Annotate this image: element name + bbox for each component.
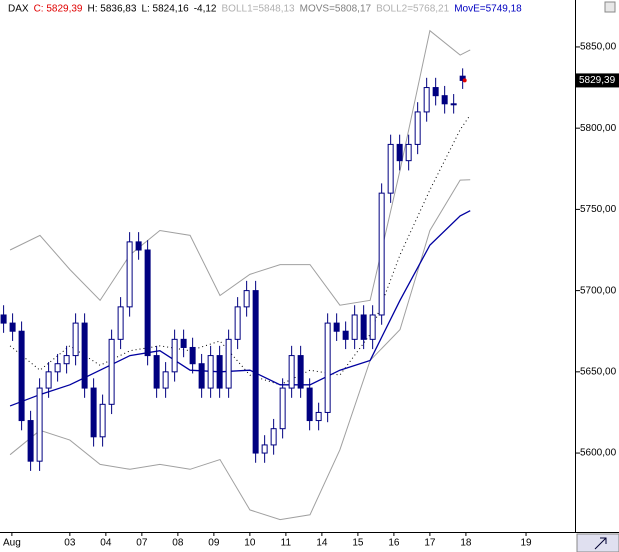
candle-body [342,330,349,340]
indicator-line [9,29,471,306]
candle-body [432,87,439,97]
candle-body [153,355,160,389]
candle-body [387,143,394,194]
candle-body [315,411,322,422]
x-tick-label: 03 [64,538,76,549]
candle-body [162,371,169,389]
candle-body [306,387,313,422]
candle-body [261,444,268,454]
x-tick-label: 11 [281,538,292,549]
indicator-line [9,114,471,386]
candle-body [441,95,448,105]
candle-body [396,143,403,162]
last-price-dot [462,78,467,83]
header-item: -4,12 [194,4,217,15]
candle-body [126,241,133,308]
candle-body [414,111,421,145]
candle-body [297,355,304,389]
corner-icon[interactable] [604,1,616,13]
candle-body [216,355,223,389]
candle-body [423,87,430,113]
candle-body [36,387,43,462]
candle-body [324,322,331,413]
header: DAX C: 5829,39 H: 5836,83 L: 5824,16 -4,12 BO… [8,4,522,15]
candle-body [54,363,61,373]
header-item: BOLL1=5848,13 [222,4,296,15]
y-tick-label: 5850,00 [580,42,617,53]
candle-body [27,420,34,462]
x-tick-label: 19 [520,538,532,549]
header-item: BOLL2=5768,21 [376,4,450,15]
y-tick-label: 5750,00 [580,204,617,215]
candle-body [189,346,196,365]
candle-body [72,322,79,357]
candle-body [252,290,259,454]
header-item: MovE=5749,18 [454,4,522,15]
candle-body [369,314,376,340]
candle-body [351,314,358,340]
y-tick-label: 5700,00 [580,285,617,296]
candle-body [0,314,7,324]
header-item: L: 5824,16 [141,4,189,15]
header-item: DAX [8,4,29,15]
indicator-line [9,179,471,521]
indicator-line [9,210,471,407]
x-tick-label: 08 [172,538,184,549]
candle-body [405,143,412,162]
y-tick-label: 5800,00 [580,123,617,134]
x-tick-label: 04 [100,538,112,549]
candle-body [288,355,295,389]
candle-body [198,363,205,389]
candle-body [108,338,115,405]
x-tick-label: 09 [208,538,220,549]
candle-body [90,387,97,438]
scroll-button[interactable] [576,533,619,552]
candle-body [99,403,106,438]
x-tick-label: Aug [3,538,21,549]
y-tick-label: 5600,00 [580,448,617,459]
candle-body [81,322,88,389]
candle-body [378,192,385,316]
candle-body [45,371,52,389]
x-tick-label: 07 [136,538,148,549]
candle-body [243,290,250,308]
header-item: C: 5829,39 [34,4,83,15]
x-tick-label: 18 [460,538,472,549]
candle-body [63,355,70,365]
candle-body [144,249,151,357]
candle-body [450,103,457,106]
candle-body [234,306,241,340]
candle-body [135,241,142,251]
candle-body [117,306,124,340]
x-tick-label: 15 [352,538,364,549]
x-tick-label: 17 [424,538,436,549]
candle-body [270,428,277,446]
y-tick-label: 5650,00 [580,366,617,377]
last-price-label: 5829,39 [579,75,616,86]
candle-body [225,338,232,389]
candle-body [9,322,16,332]
candle-body [180,338,187,348]
header-item: MOVS=5808,17 [300,4,372,15]
candle-body [360,314,367,340]
candle-body [333,322,340,332]
x-tick-label: 10 [244,538,256,549]
x-tick-label: 14 [316,538,328,549]
scroll-arrow [594,537,607,550]
header-item: H: 5836,83 [88,4,137,15]
candle-body [171,338,178,373]
candle-body [18,330,25,422]
candle-body [279,387,286,430]
x-tick-label: 16 [388,538,400,549]
candle-body [207,355,214,389]
last-price-tag [576,73,619,88]
